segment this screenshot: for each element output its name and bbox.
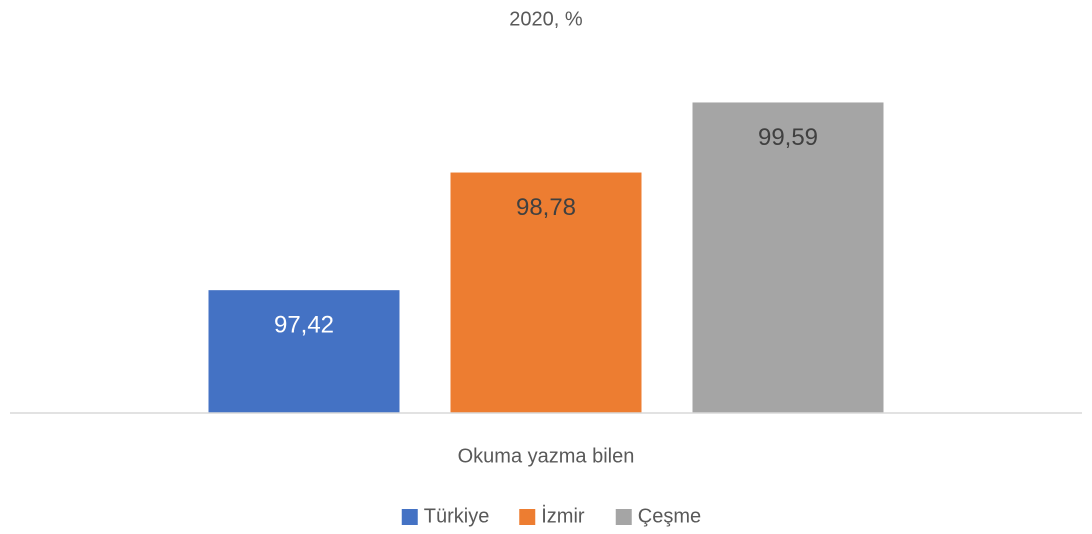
bar xyxy=(692,102,884,413)
legend-swatch xyxy=(519,509,536,525)
legend-label: Türkiye xyxy=(424,505,490,527)
data-label: 99,59 xyxy=(758,124,818,151)
x-tick-label: Okuma yazma bilen xyxy=(458,445,635,467)
legend-label: Çeşme xyxy=(638,505,701,527)
data-label: 98,78 xyxy=(516,194,576,221)
legend-swatch xyxy=(401,509,418,525)
legend-swatch xyxy=(615,509,632,525)
bar xyxy=(450,172,642,413)
data-label: 97,42 xyxy=(274,312,334,339)
bar xyxy=(208,290,400,413)
chart-title: 2020, % xyxy=(509,8,583,30)
legend-label: İzmir xyxy=(541,504,585,527)
